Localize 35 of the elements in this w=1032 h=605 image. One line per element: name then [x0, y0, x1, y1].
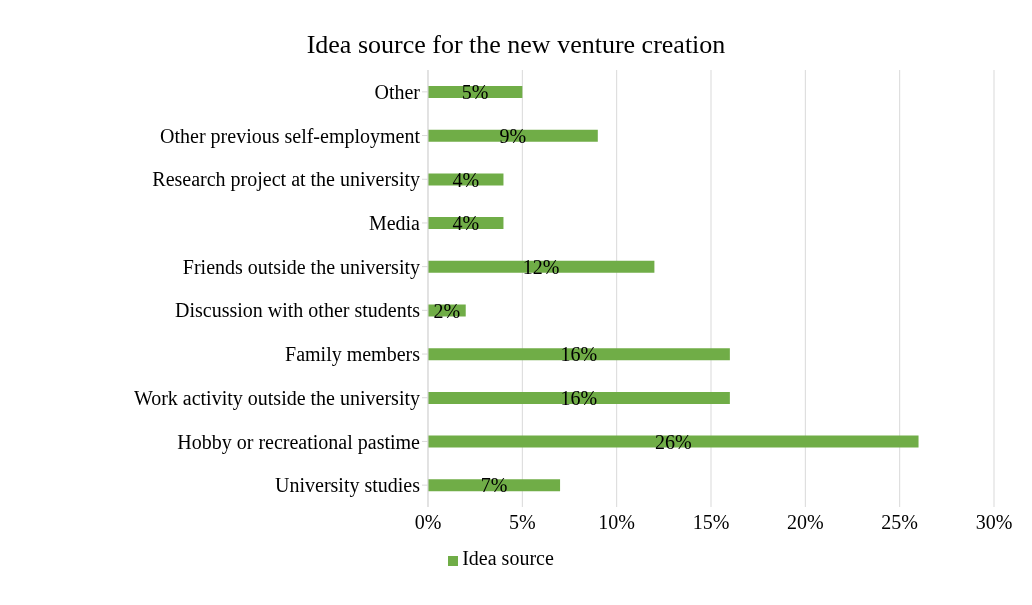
bar — [428, 435, 919, 448]
data-label: 12% — [522, 255, 560, 278]
bar — [428, 348, 730, 361]
bar — [428, 391, 730, 404]
bar — [428, 479, 561, 492]
bar — [428, 129, 598, 142]
data-label: 9% — [499, 124, 527, 147]
y-tick-label: Work activity outside the university — [133, 386, 420, 410]
data-label: 7% — [480, 474, 508, 497]
y-tick-label: Other previous self-employment — [160, 124, 421, 148]
data-label: 4% — [452, 212, 480, 235]
data-label: 16% — [560, 343, 598, 366]
legend-label: Idea source — [462, 547, 554, 569]
bar — [428, 260, 655, 273]
data-label: 16% — [560, 387, 598, 409]
x-tick-label: 10% — [598, 511, 635, 534]
y-tick-label: University studies — [275, 474, 421, 498]
y-tick-label: Hobby or recreational pastime — [177, 430, 421, 454]
data-label: 2% — [433, 299, 461, 322]
data-label: 26% — [654, 430, 692, 453]
x-tick-label: 5% — [509, 511, 536, 534]
x-tick-label: 0% — [414, 511, 442, 534]
x-tick-label: 20% — [787, 511, 824, 534]
data-label: 5% — [461, 81, 489, 104]
x-tick-label: 30% — [975, 511, 1013, 534]
y-tick-label: Friends outside the university — [182, 255, 420, 279]
y-tick-label: Research project at the university — [152, 168, 420, 192]
y-tick-label: Family members — [285, 343, 421, 367]
chart-title: Idea source for the new venture creation — [305, 30, 727, 60]
data-label: 4% — [452, 168, 480, 191]
y-tick-label: Other — [374, 80, 421, 103]
y-tick-label: Media — [368, 212, 421, 235]
x-tick-label: 15% — [692, 511, 730, 534]
x-tick-label: 25% — [881, 511, 918, 534]
y-tick-label: Discussion with other students — [175, 299, 421, 322]
